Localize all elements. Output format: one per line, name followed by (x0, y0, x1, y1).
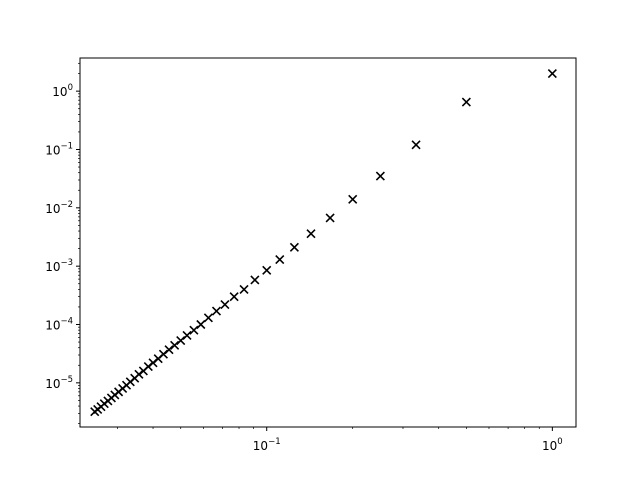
x-axis-ticks: 10−1 100 (117, 427, 563, 453)
data-point (211, 306, 222, 316)
data-point (196, 319, 206, 330)
data-point (348, 194, 358, 204)
y-tick-label: 100 (52, 83, 73, 99)
data-point (239, 284, 249, 294)
data-point (176, 336, 186, 346)
data-point (229, 292, 239, 302)
data-point (220, 299, 230, 310)
y-tick-label: 10−1 (45, 141, 73, 157)
plot-area-frame (79, 57, 577, 428)
y-tick-label: 10−5 (45, 375, 73, 391)
data-point (170, 340, 180, 350)
y-tick-label: 10−3 (45, 258, 73, 274)
y-tick-label: 10−2 (45, 200, 73, 216)
data-point (547, 69, 557, 79)
data-point (90, 407, 100, 417)
data-point (411, 140, 421, 150)
data-markers (90, 69, 557, 417)
data-point (461, 97, 471, 107)
data-point (275, 254, 285, 265)
data-point (203, 313, 213, 323)
data-point (250, 275, 260, 285)
y-tick-label: 10−4 (45, 317, 73, 333)
y-axis-ticks: 10−5 10−4 10−3 10−2 10−1 100 (45, 62, 80, 424)
data-point (375, 171, 385, 181)
data-point (306, 229, 316, 239)
data-point (262, 265, 272, 275)
x-tick-label: 10−1 (253, 437, 281, 453)
data-point (189, 325, 199, 335)
x-tick-label: 100 (542, 437, 563, 453)
data-point (289, 242, 299, 252)
data-point (325, 213, 335, 223)
